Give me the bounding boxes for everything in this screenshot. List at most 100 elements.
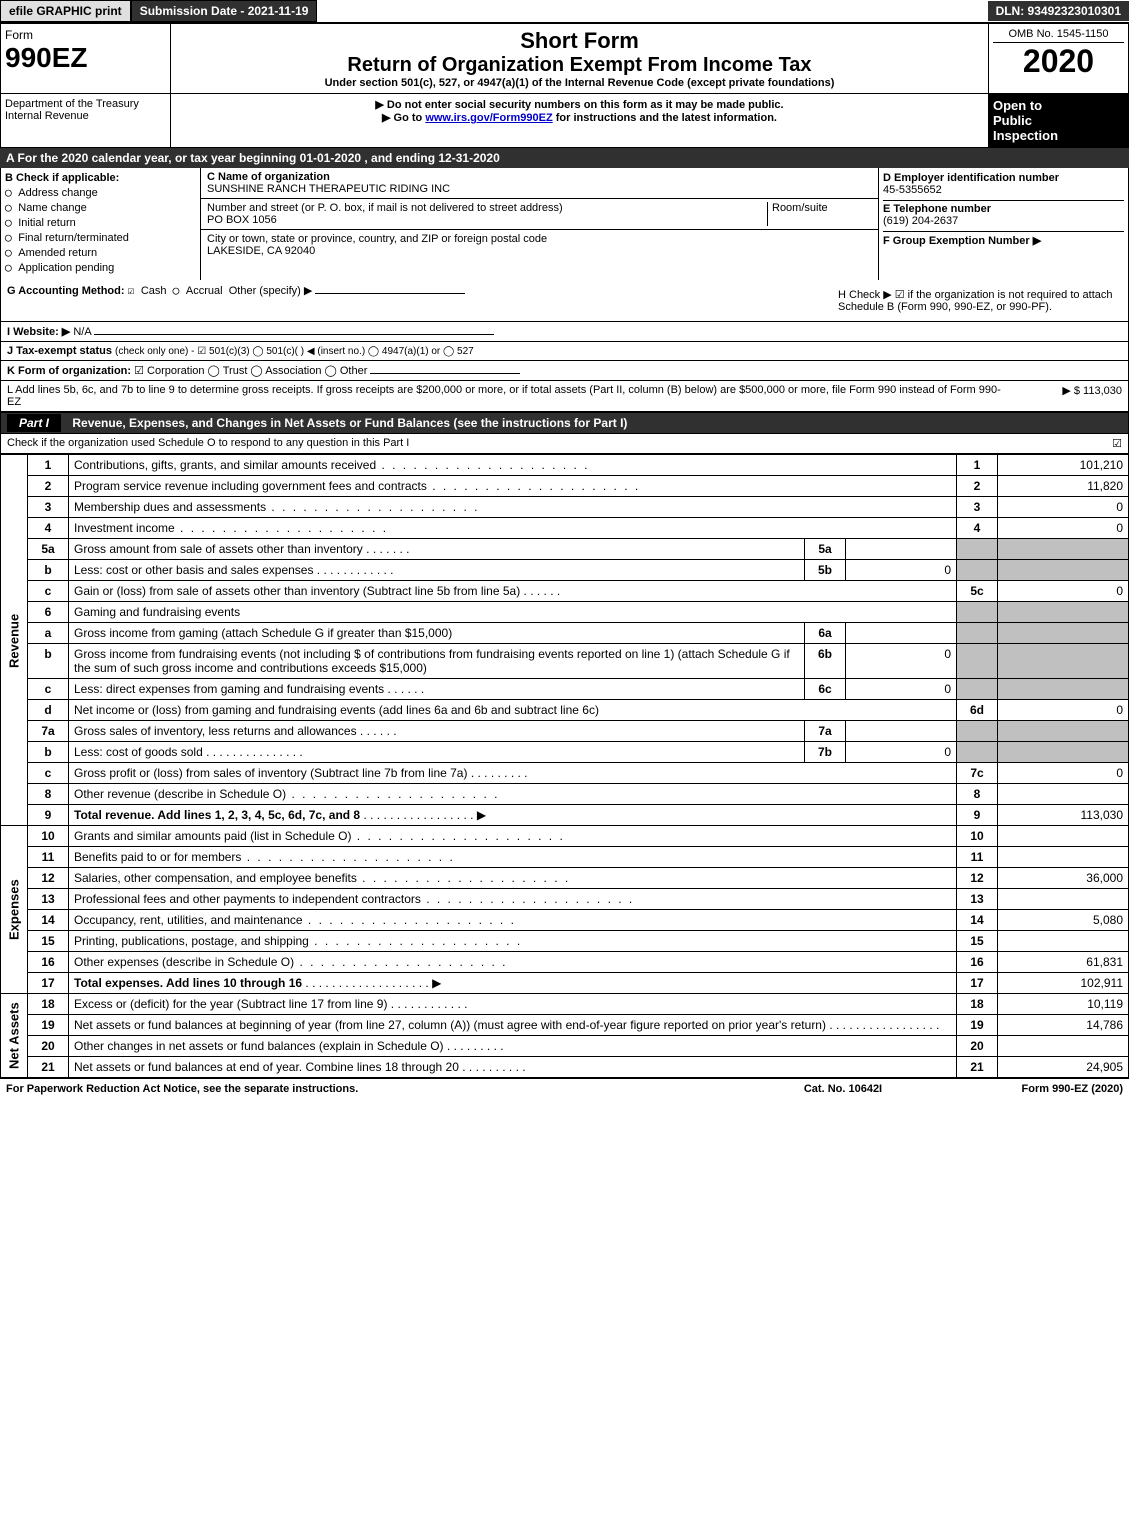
part1-title: Revenue, Expenses, and Changes in Net As…	[72, 416, 627, 430]
row13-val	[998, 889, 1129, 910]
row17-val: 102,911	[998, 973, 1129, 994]
row20-val	[998, 1036, 1129, 1057]
row13-desc: Professional fees and other payments to …	[69, 889, 957, 910]
row10-val	[998, 826, 1129, 847]
row7b-desc: Less: cost of goods sold . . . . . . . .…	[69, 742, 805, 763]
irs-link[interactable]: www.irs.gov/Form990EZ	[425, 112, 552, 124]
accounting-accrual: Accrual	[186, 285, 223, 297]
section-c-name-label: C Name of organization	[207, 171, 872, 183]
city-label: City or town, state or province, country…	[207, 233, 872, 245]
accounting-cash: Cash	[141, 285, 167, 297]
form-word: Form	[5, 28, 166, 42]
checkbox-final-return[interactable]: ◯ Final return/terminated	[5, 231, 196, 244]
row-5b: b Less: cost or other basis and sales ex…	[1, 560, 1129, 581]
row6-desc: Gaming and fundraising events	[69, 602, 957, 623]
row-8: 8 Other revenue (describe in Schedule O)…	[1, 784, 1129, 805]
row6b-num: b	[28, 644, 69, 679]
goto-line: ▶ Go to www.irs.gov/Form990EZ for instru…	[175, 111, 984, 124]
section-f-label: F Group Exemption Number ▶	[883, 231, 1124, 247]
row6-grey1	[957, 602, 998, 623]
row6b-grey2	[998, 644, 1129, 679]
row6b-subval: 0	[846, 644, 957, 679]
form-header: Form 990EZ Short Form Return of Organiza…	[0, 23, 1129, 94]
efile-print-button[interactable]: efile GRAPHIC print	[0, 0, 131, 22]
row7b-sub: 7b	[805, 742, 846, 763]
row18-col: 18	[957, 994, 998, 1015]
footer-mid: Cat. No. 10642I	[743, 1083, 943, 1095]
open-to: Open to	[993, 98, 1124, 113]
goto-prefix: ▶ Go to	[382, 112, 425, 124]
row9-col: 9	[957, 805, 998, 826]
row-9: 9 Total revenue. Add lines 1, 2, 3, 4, 5…	[1, 805, 1129, 826]
footer-right: Form 990-EZ (2020)	[943, 1083, 1123, 1095]
row20-desc: Other changes in net assets or fund bala…	[69, 1036, 957, 1057]
row-10: Expenses 10 Grants and similar amounts p…	[1, 826, 1129, 847]
city-value: LAKESIDE, CA 92040	[207, 245, 872, 257]
section-c: C Name of organization SUNSHINE RANCH TH…	[201, 168, 878, 280]
org-city-row: City or town, state or province, country…	[201, 230, 878, 260]
row-20: 20 Other changes in net assets or fund b…	[1, 1036, 1129, 1057]
row14-col: 14	[957, 910, 998, 931]
row19-col: 19	[957, 1015, 998, 1036]
part1-label: Part I	[7, 414, 61, 432]
part1-check-note: Check if the organization used Schedule …	[0, 434, 1129, 454]
row2-desc: Program service revenue including govern…	[69, 476, 957, 497]
phone-value: (619) 204-2637	[883, 215, 1124, 227]
row7a-desc: Gross sales of inventory, less returns a…	[69, 721, 805, 742]
row2-num: 2	[28, 476, 69, 497]
row-21: 21 Net assets or fund balances at end of…	[1, 1057, 1129, 1078]
row5a-subval	[846, 539, 957, 560]
section-h: H Check ▶ ☑ if the organization is not r…	[834, 284, 1122, 317]
page-footer: For Paperwork Reduction Act Notice, see …	[0, 1078, 1129, 1099]
section-j: J Tax-exempt status (check only one) - ☑…	[0, 342, 1129, 361]
row11-desc: Benefits paid to or for members	[69, 847, 957, 868]
row6a-grey1	[957, 623, 998, 644]
row7a-grey2	[998, 721, 1129, 742]
checkbox-address-change[interactable]: ◯ Address change	[5, 186, 196, 199]
row5b-num: b	[28, 560, 69, 581]
row10-desc: Grants and similar amounts paid (list in…	[69, 826, 957, 847]
row1-desc: Contributions, gifts, grants, and simila…	[69, 455, 957, 476]
row11-val	[998, 847, 1129, 868]
row11-col: 11	[957, 847, 998, 868]
row-12: 12 Salaries, other compensation, and emp…	[1, 868, 1129, 889]
row12-val: 36,000	[998, 868, 1129, 889]
row7c-val: 0	[998, 763, 1129, 784]
checkbox-amended-return[interactable]: ◯ Amended return	[5, 246, 196, 259]
checkbox-name-change[interactable]: ◯ Name change	[5, 201, 196, 214]
section-l-text: L Add lines 5b, 6c, and 7b to line 9 to …	[7, 384, 1002, 408]
row6a-desc: Gross income from gaming (attach Schedul…	[69, 623, 805, 644]
row20-num: 20	[28, 1036, 69, 1057]
row5c-num: c	[28, 581, 69, 602]
row8-num: 8	[28, 784, 69, 805]
row-1: Revenue 1 Contributions, gifts, grants, …	[1, 455, 1129, 476]
row15-num: 15	[28, 931, 69, 952]
row5a-sub: 5a	[805, 539, 846, 560]
row-11: 11 Benefits paid to or for members 11	[1, 847, 1129, 868]
row7c-desc: Gross profit or (loss) from sales of inv…	[69, 763, 957, 784]
row6b-grey1	[957, 644, 998, 679]
row5b-desc: Less: cost or other basis and sales expe…	[69, 560, 805, 581]
row19-val: 14,786	[998, 1015, 1129, 1036]
org-street-row: Number and street (or P. O. box, if mail…	[201, 199, 878, 230]
row14-num: 14	[28, 910, 69, 931]
row6c-sub: 6c	[805, 679, 846, 700]
section-g-label: G Accounting Method:	[7, 285, 125, 297]
row5a-grey1	[957, 539, 998, 560]
row6a-num: a	[28, 623, 69, 644]
row-7c: c Gross profit or (loss) from sales of i…	[1, 763, 1129, 784]
section-j-text: (check only one) - ☑ 501(c)(3) ◯ 501(c)(…	[115, 346, 474, 357]
row5a-grey2	[998, 539, 1129, 560]
row9-desc: Total revenue. Add lines 1, 2, 3, 4, 5c,…	[69, 805, 957, 826]
checkbox-initial-return[interactable]: ◯ Initial return	[5, 216, 196, 229]
section-k-text: ☑ Corporation ◯ Trust ◯ Association ◯ Ot…	[134, 365, 367, 377]
row9-num: 9	[28, 805, 69, 826]
row2-val: 11,820	[998, 476, 1129, 497]
ein-value: 45-5355652	[883, 184, 1124, 196]
part1-header: Part I Revenue, Expenses, and Changes in…	[0, 412, 1129, 434]
row3-col: 3	[957, 497, 998, 518]
part1-table: Revenue 1 Contributions, gifts, grants, …	[0, 454, 1129, 1078]
row6d-desc: Net income or (loss) from gaming and fun…	[69, 700, 957, 721]
row6c-subval: 0	[846, 679, 957, 700]
checkbox-application-pending[interactable]: ◯ Application pending	[5, 261, 196, 274]
